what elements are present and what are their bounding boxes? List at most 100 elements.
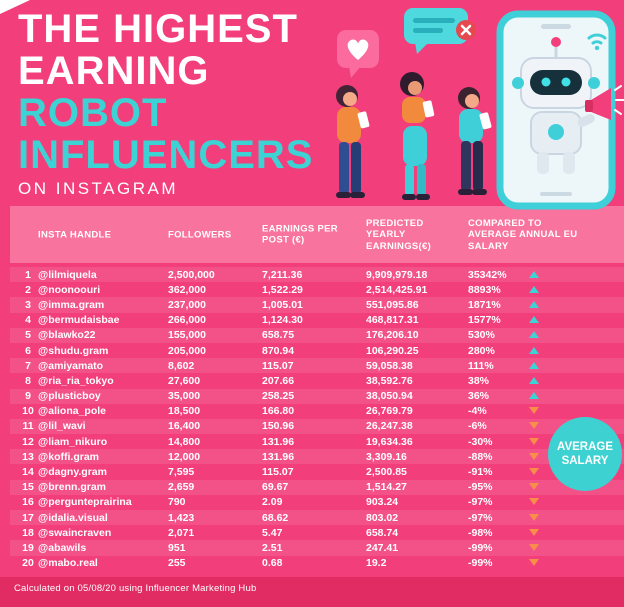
compared-percentage: 38% — [468, 374, 490, 387]
earnings-per-post: 658.75 — [262, 329, 295, 342]
yearly-earnings: 176,206.10 — [366, 329, 419, 342]
table-row: 17 @idalia.visual 1,423 68.62 803.02 -97… — [10, 510, 624, 526]
table-row: 14 @dagny.gram 7,595 115.07 2,500.85 -91… — [10, 464, 624, 479]
up-arrow-icon — [529, 346, 539, 354]
col-header-yearly-earnings: PREDICTED YEARLY EARNINGS(€) — [366, 217, 432, 252]
compared-percentage: -99% — [468, 557, 493, 570]
trend-arrow-cell — [528, 376, 540, 385]
insta-handle: @amiyamato — [38, 359, 104, 372]
insta-handle: @shudu.gram — [38, 344, 109, 357]
compared-percentage: 1871% — [468, 298, 501, 311]
table-row: 18 @swaincraven 2,071 5.47 658.74 -98% — [10, 525, 624, 540]
followers-count: 18,500 — [168, 405, 201, 418]
title-line-2: EARNING — [18, 49, 210, 93]
earnings-per-post: 69.67 — [262, 481, 289, 494]
table-row: 2 @noonoouri 362,000 1,522.29 2,514,425.… — [10, 282, 624, 297]
chat-bubble-icon — [404, 8, 476, 54]
table-body: 1 @lilmiquela 2,500,000 7,211.36 9,909,9… — [10, 267, 624, 571]
subtitle: ON INSTAGRAM — [18, 179, 179, 198]
table-row: 6 @shudu.gram 205,000 870.94 106,290.25 … — [10, 343, 624, 358]
rank-number: 6 — [25, 344, 31, 357]
followers-count: 27,600 — [168, 374, 201, 387]
illustration — [336, 8, 624, 210]
followers-count: 12,000 — [168, 450, 201, 463]
insta-handle: @abawils — [38, 541, 87, 554]
earnings-per-post: 115.07 — [262, 466, 294, 479]
earnings-per-post: 1,005.01 — [262, 298, 303, 311]
down-arrow-icon — [529, 452, 539, 460]
trend-arrow-cell — [528, 392, 540, 400]
compared-percentage: 280% — [468, 344, 495, 357]
trend-arrow-cell — [528, 361, 540, 370]
table-row: 20 @mabo.real 255 0.68 19.2 -99% — [10, 556, 624, 571]
table-row: 4 @bermudaisbae 266,000 1,124.30 468,817… — [10, 313, 624, 328]
robot-icon — [512, 37, 624, 174]
table-row: 5 @blawko22 155,000 658.75 176,206.10 53… — [10, 327, 624, 343]
yearly-earnings: 106,290.25 — [366, 344, 419, 357]
compared-percentage: -97% — [468, 496, 493, 509]
compared-percentage: -30% — [468, 435, 493, 448]
average-salary-label: AVERAGE SALARY — [557, 441, 614, 467]
earnings-per-post: 1,522.29 — [262, 283, 303, 296]
yearly-earnings: 19.2 — [366, 557, 387, 570]
down-arrow-icon — [529, 468, 539, 476]
down-arrow-icon — [529, 437, 539, 445]
insta-handle: @lilmiquela — [38, 268, 97, 281]
trend-arrow-cell — [528, 543, 540, 552]
trend-arrow-cell — [528, 513, 540, 522]
insta-handle: @noonoouri — [38, 283, 101, 296]
yearly-earnings: 59,058.38 — [366, 359, 413, 372]
title-line-4: INFLUENCERS — [18, 133, 314, 177]
footer-bar: Calculated on 05/08/20 using Influencer … — [0, 577, 624, 607]
insta-handle: @plusticboy — [38, 390, 101, 403]
earnings-per-post: 258.25 — [262, 390, 295, 403]
followers-count: 2,500,000 — [168, 268, 215, 281]
average-salary-badge: AVERAGE SALARY — [548, 417, 622, 491]
trend-arrow-cell — [528, 285, 540, 294]
yearly-earnings: 26,769.79 — [366, 405, 413, 418]
compared-percentage: 8893% — [468, 283, 501, 296]
rank-number: 5 — [25, 329, 31, 342]
yearly-earnings: 38,050.94 — [366, 390, 413, 403]
trend-arrow-cell — [528, 452, 540, 461]
rank-number: 1 — [25, 268, 31, 281]
yearly-earnings: 658.74 — [366, 526, 399, 539]
down-arrow-icon — [529, 483, 539, 491]
earnings-per-post: 7,211.36 — [262, 268, 303, 281]
followers-count: 266,000 — [168, 314, 206, 327]
heart-bubble-icon — [337, 30, 379, 78]
trend-arrow-cell — [528, 437, 540, 446]
insta-handle: @liam_nikuro — [38, 435, 108, 448]
trend-arrow-cell — [528, 346, 540, 355]
insta-handle: @blawko22 — [38, 329, 96, 342]
table-row: 15 @brenn.gram 2,659 69.67 1,514.27 -95% — [10, 479, 624, 495]
up-arrow-icon — [529, 300, 539, 308]
col-header-compared-eu-salary: COMPARED TO AVERAGE ANNUAL EU SALARY — [468, 217, 578, 252]
yearly-earnings: 26,247.38 — [366, 420, 413, 433]
title-line-1: THE HIGHEST — [18, 7, 298, 51]
followers-count: 7,595 — [168, 466, 195, 479]
trend-arrow-cell — [528, 498, 540, 506]
trend-arrow-cell — [528, 483, 540, 491]
col-header-followers: FOLLOWERS — [168, 228, 232, 240]
compared-percentage: 530% — [468, 329, 495, 342]
title-block: THE HIGHEST EARNING ROBOT INFLUENCERS ON… — [18, 8, 313, 199]
followers-count: 237,000 — [168, 298, 206, 311]
table-row: 1 @lilmiquela 2,500,000 7,211.36 9,909,9… — [10, 267, 624, 283]
rank-number: 15 — [22, 481, 34, 494]
trend-arrow-cell — [528, 300, 540, 309]
rank-number: 13 — [22, 450, 34, 463]
insta-handle: @ria_ria_tokyo — [38, 374, 114, 387]
table-row: 16 @pergunteprairina 790 2.09 903.24 -97… — [10, 495, 624, 510]
compared-percentage: -4% — [468, 405, 487, 418]
followers-count: 16,400 — [168, 420, 201, 433]
table-row: 9 @plusticboy 35,000 258.25 38,050.94 36… — [10, 388, 624, 404]
rank-number: 14 — [22, 466, 34, 479]
yearly-earnings: 2,500.85 — [366, 466, 407, 479]
table-row: 19 @abawils 951 2.51 247.41 -99% — [10, 540, 624, 556]
rank-number: 2 — [25, 283, 31, 296]
wifi-icon — [587, 33, 607, 51]
followers-count: 155,000 — [168, 329, 206, 342]
yearly-earnings: 803.02 — [366, 511, 399, 524]
insta-handle: @imma.gram — [38, 298, 105, 311]
